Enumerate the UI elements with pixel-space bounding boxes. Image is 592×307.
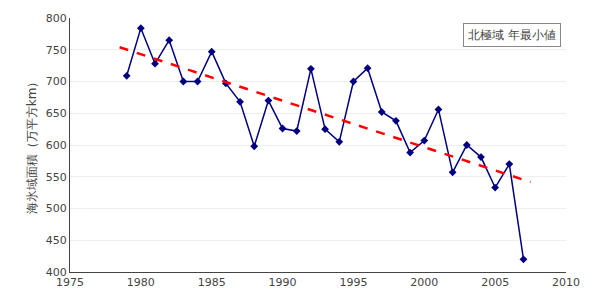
svg-text:550: 550 (46, 171, 67, 184)
svg-text:600: 600 (46, 139, 67, 152)
svg-text:1985: 1985 (198, 276, 226, 289)
svg-text:800: 800 (46, 12, 67, 25)
svg-text:北極域 年最小値: 北極域 年最小値 (468, 28, 556, 42)
svg-text:700: 700 (46, 75, 67, 88)
svg-text:2000: 2000 (410, 276, 438, 289)
svg-text:1990: 1990 (269, 276, 297, 289)
svg-text:1995: 1995 (339, 276, 367, 289)
svg-text:2005: 2005 (481, 276, 509, 289)
svg-text:1980: 1980 (127, 276, 155, 289)
svg-text:650: 650 (46, 107, 67, 120)
svg-text:450: 450 (46, 234, 67, 247)
svg-text:750: 750 (46, 44, 67, 57)
svg-text:1975: 1975 (56, 276, 84, 289)
svg-text:400: 400 (46, 266, 67, 279)
svg-text:500: 500 (46, 202, 67, 215)
svg-text:2010: 2010 (552, 276, 580, 289)
svg-text:海氷域面積（万平方km）: 海氷域面積（万平方km） (25, 76, 39, 215)
